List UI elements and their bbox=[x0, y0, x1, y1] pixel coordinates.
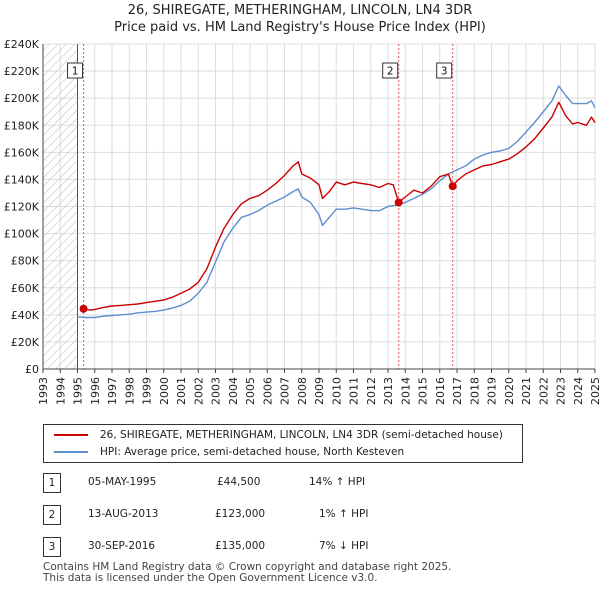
x-tick-label: 2021 bbox=[520, 377, 533, 405]
hatched-region bbox=[43, 44, 78, 369]
x-tick-label: 2023 bbox=[555, 377, 568, 405]
x-tick-label: 2014 bbox=[399, 377, 412, 405]
footer-copyright: Contains HM Land Registry data © Crown c… bbox=[43, 561, 452, 573]
hpi-line bbox=[77, 85, 596, 319]
x-tick-label: 1994 bbox=[54, 377, 67, 405]
y-tick-label: £40K bbox=[11, 309, 40, 322]
legend-label-hpi: HPI: Average price, semi-detached house,… bbox=[100, 445, 405, 458]
y-tick-label: £220K bbox=[4, 65, 40, 78]
x-tick-label: 2007 bbox=[279, 377, 292, 405]
sale-label-number: 1 bbox=[72, 66, 79, 78]
chart-subtitle: Price paid vs. HM Land Registry's House … bbox=[114, 20, 486, 35]
sale-label-number: 3 bbox=[441, 66, 448, 78]
transaction-hpi: 1% ↑ HPI bbox=[319, 508, 369, 520]
y-tick-label: £180K bbox=[4, 119, 40, 132]
legend: 26, SHIREGATE, METHERINGHAM, LINCOLN, LN… bbox=[43, 424, 523, 463]
transaction-date: 13-AUG-2013 bbox=[88, 508, 159, 520]
y-tick-label: £200K bbox=[4, 92, 40, 105]
x-tick-label: 2011 bbox=[348, 377, 361, 405]
x-tick-label: 2008 bbox=[296, 377, 309, 405]
y-tick-label: £240K bbox=[4, 38, 40, 51]
y-tick-label: £80K bbox=[11, 255, 40, 268]
sale-label-box bbox=[67, 62, 84, 79]
transaction-number: 1 bbox=[43, 473, 61, 493]
chart-title: 26, SHIREGATE, METHERINGHAM, LINCOLN, LN… bbox=[127, 3, 473, 18]
x-tick-label: 2018 bbox=[468, 377, 481, 405]
x-tick-label: 2017 bbox=[451, 377, 464, 405]
legend-item-property: 26, SHIREGATE, METHERINGHAM, LINCOLN, LN… bbox=[44, 426, 503, 443]
legend-item-hpi: HPI: Average price, semi-detached house,… bbox=[44, 443, 404, 460]
x-tick-label: 2025 bbox=[589, 377, 600, 405]
x-tick-label: 1995 bbox=[72, 377, 85, 405]
y-tick-label: £20K bbox=[11, 336, 40, 349]
x-tick-label: 2012 bbox=[365, 377, 378, 405]
x-tick-label: 1999 bbox=[141, 377, 154, 405]
transaction-number: 2 bbox=[43, 505, 61, 525]
transaction-hpi: 7% ↓ HPI bbox=[319, 540, 369, 552]
x-tick-label: 2010 bbox=[330, 377, 343, 405]
x-tick-label: 1996 bbox=[89, 377, 102, 405]
y-tick-label: £160K bbox=[4, 146, 40, 159]
sale-label-number: 2 bbox=[387, 66, 394, 78]
sale-point bbox=[79, 304, 88, 313]
x-tick-label: 2003 bbox=[210, 377, 223, 405]
x-tick-label: 2022 bbox=[537, 377, 550, 405]
y-tick-label: £120K bbox=[4, 201, 40, 214]
transaction-price: £44,500 bbox=[217, 476, 261, 488]
legend-swatch-property bbox=[54, 433, 88, 436]
x-tick-label: 2020 bbox=[503, 377, 516, 405]
transaction-price: £123,000 bbox=[215, 508, 266, 520]
transaction-number: 3 bbox=[43, 537, 61, 557]
x-tick-label: 2004 bbox=[227, 377, 240, 405]
y-tick-label: £0 bbox=[25, 363, 39, 376]
y-tick-label: £100K bbox=[4, 228, 40, 241]
x-tick-label: 1998 bbox=[123, 377, 136, 405]
x-tick-label: 2019 bbox=[486, 377, 499, 405]
y-tick-label: £140K bbox=[4, 173, 40, 186]
y-tick-label: £60K bbox=[11, 282, 40, 295]
x-tick-label: 2002 bbox=[192, 377, 205, 405]
x-tick-label: 2009 bbox=[313, 377, 326, 405]
legend-label-property: 26, SHIREGATE, METHERINGHAM, LINCOLN, LN… bbox=[100, 428, 503, 441]
transaction-date: 30-SEP-2016 bbox=[88, 540, 156, 552]
x-tick-label: 2005 bbox=[244, 377, 257, 405]
sale-point bbox=[448, 182, 457, 191]
transaction-date: 05-MAY-1995 bbox=[88, 476, 157, 488]
x-tick-label: 2013 bbox=[382, 377, 395, 405]
legend-swatch-hpi bbox=[54, 450, 88, 453]
property-price-line bbox=[83, 101, 596, 311]
sale-label-box bbox=[382, 62, 399, 79]
transaction-hpi: 14% ↑ HPI bbox=[309, 476, 366, 488]
sale-label-box bbox=[436, 62, 453, 79]
transaction-price: £135,000 bbox=[215, 540, 266, 552]
x-tick-label: 2016 bbox=[434, 377, 447, 405]
sale-point bbox=[394, 198, 403, 207]
x-tick-label: 1997 bbox=[106, 377, 119, 405]
x-tick-label: 2006 bbox=[261, 377, 274, 405]
price-chart: 1 2 3 £0 £20K £40K £60K £80K £100K £120K £140K £16… bbox=[4, 38, 600, 405]
x-tick-label: 2024 bbox=[572, 377, 585, 405]
x-tick-label: 1993 bbox=[37, 377, 50, 405]
footer-licence: This data is licensed under the Open Gov… bbox=[43, 572, 378, 584]
x-tick-label: 2000 bbox=[158, 377, 171, 405]
x-tick-label: 2015 bbox=[417, 377, 430, 405]
x-tick-label: 2001 bbox=[175, 377, 188, 405]
